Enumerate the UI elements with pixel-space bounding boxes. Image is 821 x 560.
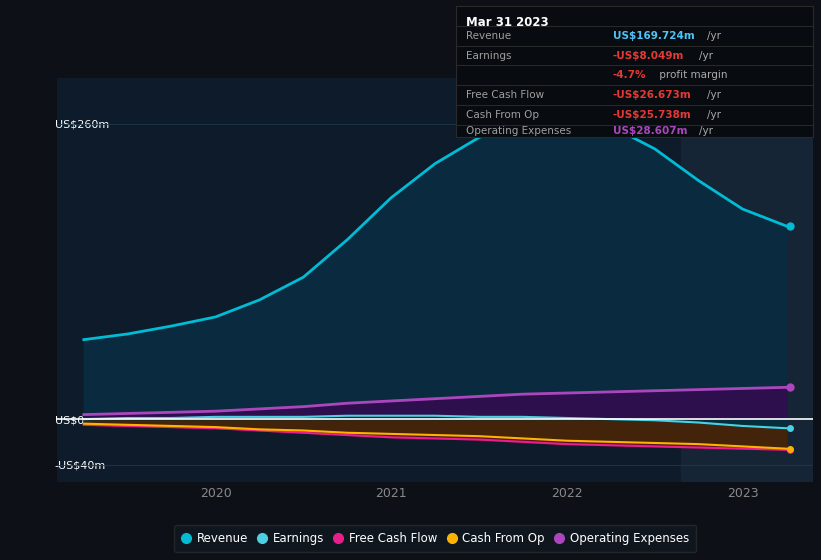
Text: Cash From Op: Cash From Op — [466, 110, 539, 120]
Text: /yr: /yr — [699, 50, 713, 60]
Text: Revenue: Revenue — [466, 31, 511, 41]
Text: Mar 31 2023: Mar 31 2023 — [466, 16, 549, 29]
Text: -US$26.673m: -US$26.673m — [612, 90, 691, 100]
Text: Free Cash Flow: Free Cash Flow — [466, 90, 544, 100]
Text: Earnings: Earnings — [466, 50, 511, 60]
Text: -4.7%: -4.7% — [612, 71, 646, 80]
Text: /yr: /yr — [707, 31, 721, 41]
Text: US$169.724m: US$169.724m — [612, 31, 695, 41]
Text: /yr: /yr — [707, 90, 721, 100]
Text: profit margin: profit margin — [656, 71, 727, 80]
Text: /yr: /yr — [699, 126, 713, 136]
Text: -US$8.049m: -US$8.049m — [612, 50, 684, 60]
Text: Operating Expenses: Operating Expenses — [466, 126, 571, 136]
Legend: Revenue, Earnings, Free Cash Flow, Cash From Op, Operating Expenses: Revenue, Earnings, Free Cash Flow, Cash … — [174, 525, 696, 552]
Text: -US$25.738m: -US$25.738m — [612, 110, 691, 120]
Text: US$28.607m: US$28.607m — [612, 126, 687, 136]
Bar — [681, 78, 813, 482]
Text: /yr: /yr — [707, 110, 721, 120]
